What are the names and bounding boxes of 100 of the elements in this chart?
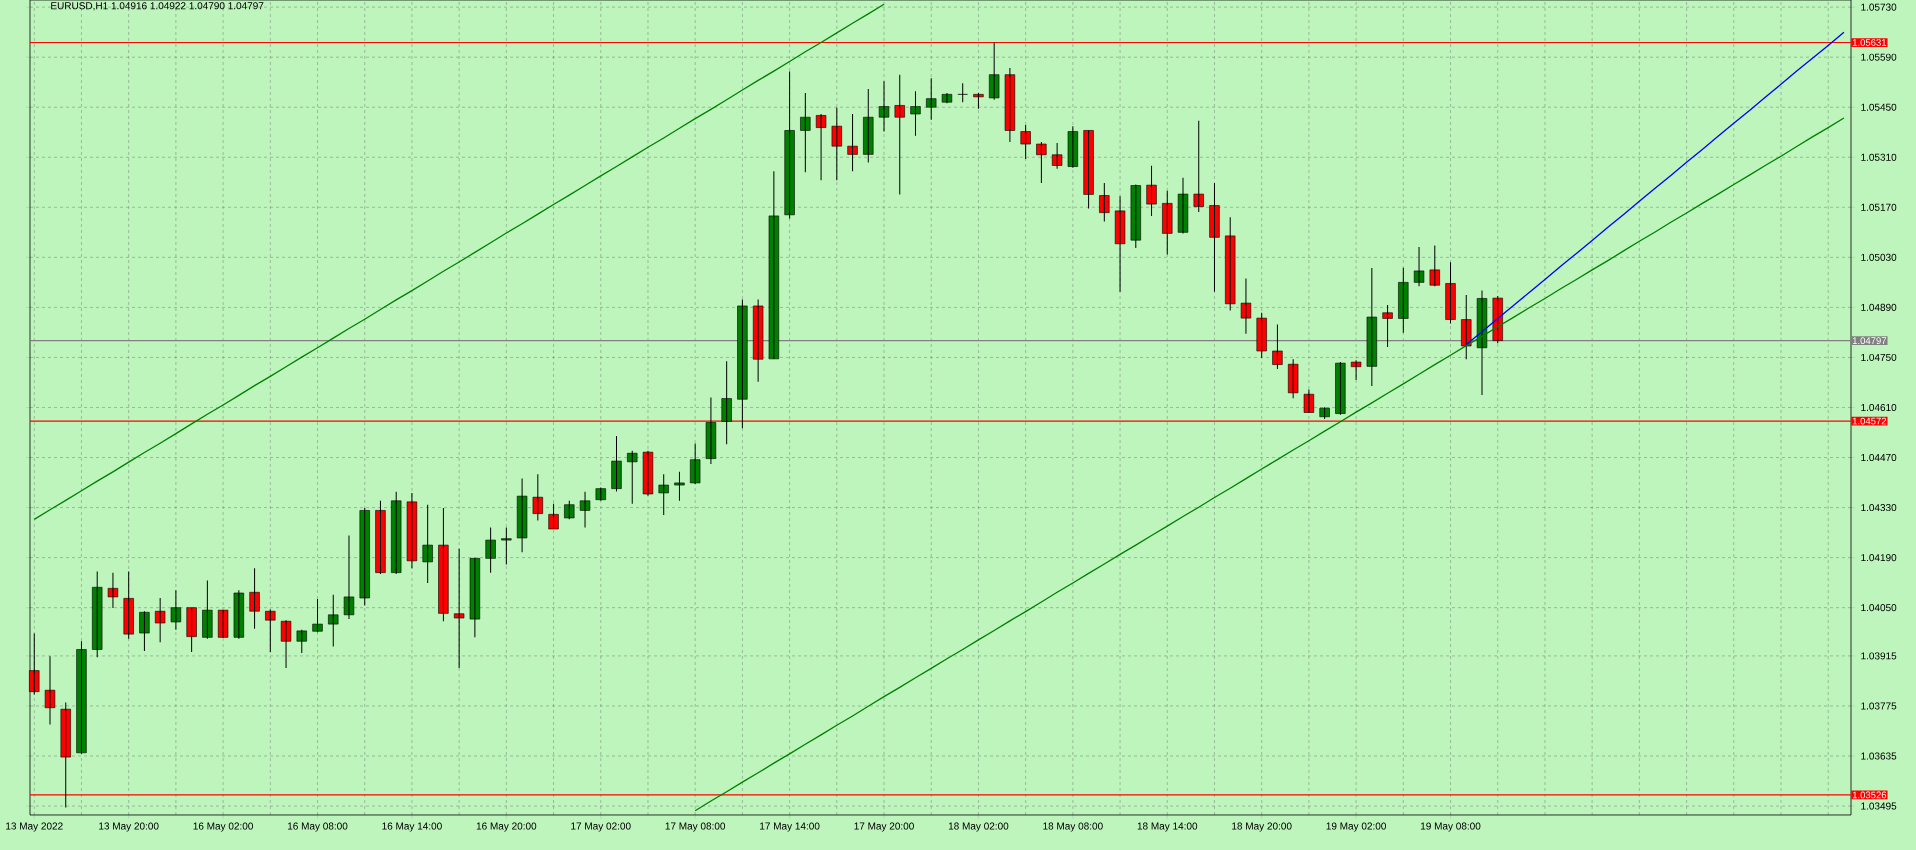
- candlestick: [674, 471, 685, 502]
- candlestick: [1445, 261, 1456, 324]
- candlestick: [1162, 190, 1173, 255]
- candlestick: [831, 107, 842, 181]
- candlestick: [501, 527, 512, 565]
- candlestick: [988, 42, 1000, 101]
- candlestick: [1051, 142, 1063, 170]
- candlestick: [139, 610, 150, 652]
- x-tick-label: 17 May 08:00: [665, 822, 726, 832]
- candlestick: [1146, 165, 1157, 217]
- x-tick-label: 17 May 14:00: [760, 822, 820, 832]
- ref-line-label: 1.05631: [1852, 39, 1887, 46]
- x-tick-label: 18 May 14:00: [1137, 822, 1198, 832]
- candlestick: [1492, 295, 1503, 344]
- y-tick-label: 1.03915: [1861, 652, 1897, 660]
- candlestick: [1256, 312, 1267, 359]
- candlestick: [658, 473, 669, 516]
- candlestick: [375, 500, 386, 575]
- candlestick: [894, 74, 905, 195]
- x-tick-label: 16 May 14:00: [382, 822, 442, 832]
- line-series: [694, 117, 1845, 812]
- x-tick-label: 16 May 08:00: [287, 822, 348, 832]
- candlestick: [1020, 124, 1031, 160]
- x-tick-label: 18 May 02:00: [948, 822, 1009, 832]
- x-tick-label: 16 May 20:00: [476, 822, 537, 832]
- y-tick-label: 1.05310: [1861, 153, 1897, 161]
- candlestick: [154, 597, 166, 643]
- candlestick: [800, 92, 811, 173]
- candlestick: [312, 598, 323, 633]
- y-tick-label: 1.04050: [1861, 604, 1897, 612]
- candlestick: [1225, 216, 1236, 312]
- x-tick-label: 17 May 20:00: [854, 822, 914, 832]
- candlestick: [863, 88, 874, 164]
- candlestick: [1461, 294, 1472, 360]
- candlestick: [642, 450, 654, 497]
- x-tick-label: 18 May 08:00: [1043, 822, 1103, 832]
- y-tick-label: 1.03775: [1861, 702, 1897, 710]
- candlestick: [1319, 406, 1330, 420]
- candlestick: [1130, 183, 1141, 249]
- y-tick-label: 1.05590: [1861, 53, 1897, 61]
- candlestick: [1429, 245, 1440, 287]
- candlestick: [1272, 324, 1283, 370]
- candlestick: [170, 589, 182, 631]
- candlestick: [92, 571, 103, 658]
- candlestick: [438, 507, 449, 622]
- x-tick-label: 19 May 02:00: [1326, 822, 1386, 832]
- x-tick-label: 17 May 02:00: [571, 822, 631, 832]
- candlestick: [926, 77, 937, 121]
- candlestick: [1209, 182, 1220, 293]
- y-tick-label: 1.04330: [1861, 504, 1897, 512]
- candlestick: [532, 473, 543, 521]
- candlestick: [1382, 304, 1393, 348]
- candlestick: [422, 504, 433, 584]
- candlestick: [690, 443, 701, 485]
- candlestick: [941, 92, 953, 104]
- candlestick: [516, 478, 528, 553]
- candlestick: [611, 435, 622, 492]
- candlestick: [973, 92, 984, 110]
- candlestick: [202, 579, 213, 640]
- y-tick-label: 1.04890: [1861, 303, 1897, 311]
- candlestick: [1476, 290, 1488, 396]
- ref-line-label: 1.04797: [1852, 337, 1887, 344]
- y-tick-label: 1.04190: [1861, 554, 1897, 562]
- candlestick: [1177, 177, 1189, 234]
- candlestick: [1193, 120, 1204, 213]
- candlestick: [186, 607, 197, 653]
- candlestick: [548, 503, 559, 530]
- line-series: [33, 3, 885, 521]
- candlestick: [784, 70, 795, 219]
- candlestick: [343, 534, 355, 620]
- candlestick: [249, 567, 260, 630]
- candlestick: [1240, 277, 1252, 335]
- candlestick: [391, 491, 402, 575]
- candlestick: [564, 500, 575, 520]
- candlestick: [957, 82, 968, 103]
- ref-line-label: 1.03526: [1852, 791, 1887, 799]
- y-tick-label: 1.03635: [1861, 752, 1897, 760]
- candlestick: [1099, 182, 1110, 223]
- y-tick-label: 1.05450: [1861, 103, 1897, 111]
- candlestick: [453, 548, 465, 669]
- x-tick-label: 18 May 20:00: [1232, 822, 1292, 832]
- x-tick-label: 13 May 20:00: [99, 822, 159, 832]
- candlestick: [737, 299, 748, 429]
- y-tick-label: 1.05170: [1861, 203, 1897, 211]
- candlestick: [485, 527, 496, 574]
- candlestick: [76, 640, 87, 755]
- x-tick-label: 16 May 02:00: [193, 822, 253, 832]
- candlestick: [721, 360, 732, 445]
- candlestick: [328, 594, 339, 648]
- candlestick: [1036, 141, 1047, 184]
- candlestick: [910, 90, 921, 137]
- y-tick-label: 1.04610: [1861, 403, 1897, 412]
- candlestick: [627, 450, 638, 505]
- y-tick-label: 1.05030: [1861, 253, 1897, 261]
- candlestick: [359, 507, 370, 607]
- candlestick: [1366, 267, 1378, 387]
- candlestick: [1350, 359, 1362, 381]
- candlestick: [1287, 358, 1299, 399]
- y-tick-label: 1.05730: [1861, 3, 1897, 11]
- candlestick: [107, 572, 119, 609]
